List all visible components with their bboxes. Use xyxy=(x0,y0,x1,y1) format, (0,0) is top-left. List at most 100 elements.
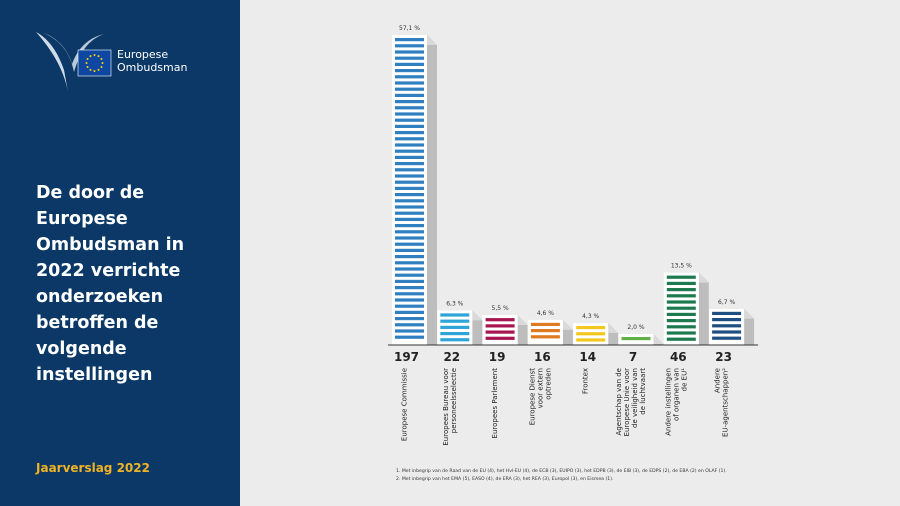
bar-stripe xyxy=(395,242,424,246)
percent-label: 13,5 % xyxy=(671,263,692,270)
category-label: Frontex xyxy=(582,368,590,394)
value-label: 14 xyxy=(579,350,596,364)
bar-stripe xyxy=(485,330,515,334)
bar-stripe xyxy=(395,44,424,48)
footnote-1: 1. Met inbegrip van de Raad van de EU (4… xyxy=(396,469,727,474)
eu-star xyxy=(93,70,96,72)
value-label: 7 xyxy=(629,350,637,364)
value-label: 46 xyxy=(670,350,687,364)
eu-star xyxy=(93,54,96,56)
percent-label: 5,5 % xyxy=(492,305,509,312)
bar-stripe xyxy=(395,112,424,116)
bar-stripe xyxy=(440,319,470,323)
eu-star xyxy=(89,55,92,58)
eu-star xyxy=(97,55,100,58)
bar-stripe xyxy=(395,236,424,240)
bar-stripe xyxy=(395,205,424,209)
bar-stripe xyxy=(395,100,424,104)
value-label: 19 xyxy=(489,350,506,364)
bar-stripe xyxy=(530,329,560,333)
bar-stripe xyxy=(666,281,696,286)
bar-stripe xyxy=(395,273,424,277)
bar-stripe xyxy=(576,332,606,336)
bar-stripe xyxy=(395,118,424,122)
bar-stripe xyxy=(395,62,424,66)
bar-stripe xyxy=(395,149,424,153)
eu-star xyxy=(97,68,100,71)
bar-stripe xyxy=(395,199,424,203)
bar-stripe xyxy=(666,275,696,279)
bar-stripe xyxy=(440,338,470,342)
category-label: EU-agentschappen² xyxy=(722,368,730,437)
bar-stripe xyxy=(395,267,424,271)
percent-label: 6,7 % xyxy=(718,299,735,306)
bar-stripe xyxy=(666,300,696,304)
value-label: 23 xyxy=(715,350,732,364)
bar-stripe xyxy=(395,75,424,79)
bar-stripe xyxy=(395,143,424,147)
bar-stripe xyxy=(395,230,424,234)
category-label: Europese Unie voor xyxy=(623,368,631,437)
bar-stripe xyxy=(712,330,742,334)
logo-swoosh-2 xyxy=(42,32,104,72)
chart-headline: De door de Europese Ombudsman in 2022 ve… xyxy=(36,183,185,385)
category-label: Agentschap van de xyxy=(615,368,623,435)
bar-stripe xyxy=(395,38,424,42)
percent-label: 4,3 % xyxy=(582,313,599,320)
category-label: Europees Bureau voor xyxy=(442,368,450,446)
value-label: 16 xyxy=(534,350,551,364)
bar-stripe xyxy=(395,81,424,85)
logo-swoosh xyxy=(36,32,68,92)
bar-stripe xyxy=(395,261,424,265)
eu-star xyxy=(100,66,103,68)
report-label: Jaarverslag 2022 xyxy=(36,461,150,475)
eu-flag xyxy=(77,49,112,77)
category-label: de luchtvaart xyxy=(639,368,647,415)
bar-stripe xyxy=(395,317,424,321)
bar-stripe xyxy=(440,331,470,336)
category-label: Europese Dienst xyxy=(528,368,536,426)
bar-stripe xyxy=(485,324,515,328)
logo-text: Europese Ombudsman xyxy=(117,48,187,74)
eu-star xyxy=(100,58,103,60)
bar-stripe xyxy=(395,124,424,128)
bar-stripe xyxy=(395,87,424,91)
bar-stripe xyxy=(395,211,424,215)
bar-stripe xyxy=(395,131,424,135)
category-label: of organen van xyxy=(672,368,680,421)
category-label: Europese Commissie xyxy=(401,368,409,441)
footnote-2: 2. Met inbegrip van het EMA (5), EASO (4… xyxy=(396,477,614,482)
category-label: Andere instellingen xyxy=(664,368,672,436)
bar-stripe xyxy=(395,304,424,308)
bar-stripe xyxy=(395,323,424,327)
logo-line-1: Europese xyxy=(117,48,169,61)
category-label: personeelsselectie xyxy=(450,368,458,433)
eu-star xyxy=(86,58,89,60)
bar-stripe xyxy=(485,336,515,340)
bar-stripe xyxy=(485,318,515,322)
bar-stripe xyxy=(530,322,560,327)
category-label: de EU¹ xyxy=(680,368,688,392)
bar-stripe xyxy=(395,248,424,252)
bar-side xyxy=(698,272,709,345)
bar-stripe xyxy=(666,337,696,341)
bar-stripe xyxy=(530,335,560,339)
bar-stripe xyxy=(395,93,424,97)
eu-star xyxy=(89,68,92,71)
bar-stripe xyxy=(621,336,651,341)
bar-stripe xyxy=(395,255,424,259)
bar-stripe xyxy=(666,325,696,329)
title-panel: Europese Ombudsman De door de Europese O… xyxy=(0,0,240,506)
bar-stripe xyxy=(712,311,742,316)
bar-stripe xyxy=(666,312,696,317)
bar-stripe xyxy=(395,155,424,159)
bar-stripe xyxy=(395,286,424,290)
category-label: optreden xyxy=(544,368,552,400)
bar-stripe xyxy=(395,279,424,283)
bar-stripe xyxy=(395,56,424,60)
bar-stripe xyxy=(395,186,424,190)
bar-stripe xyxy=(666,331,696,335)
bar-stripe xyxy=(395,69,424,73)
bar-stripe xyxy=(395,106,424,110)
category-label: de veiligheid van xyxy=(631,368,639,428)
